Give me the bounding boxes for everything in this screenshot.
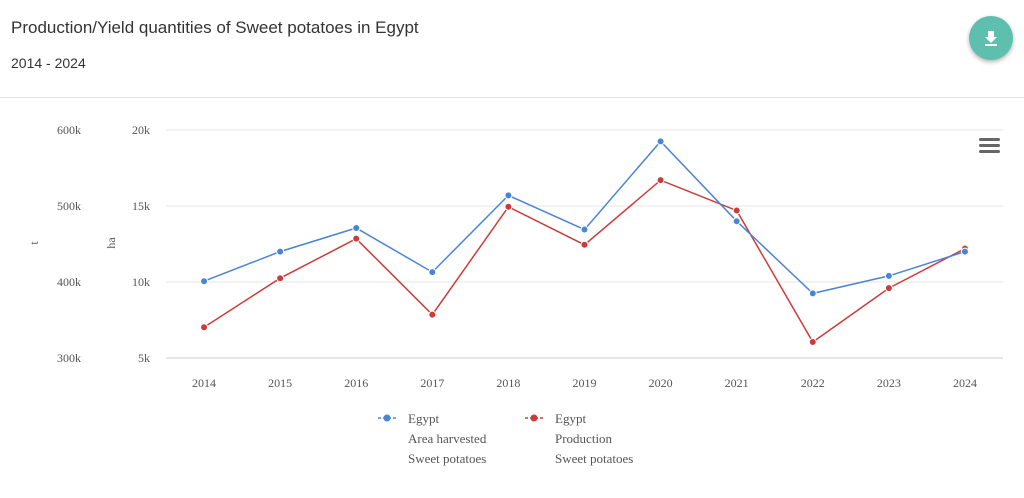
- data-point[interactable]: [200, 323, 209, 332]
- left-axis-ticks: 300k 400k 500k 600k: [57, 123, 81, 365]
- data-point[interactable]: [428, 310, 437, 319]
- x-axis-tick: 2020: [649, 376, 673, 390]
- data-point[interactable]: [884, 271, 893, 280]
- x-axis-tick: 2017: [420, 376, 444, 390]
- data-point[interactable]: [200, 277, 209, 286]
- chart-subtitle: 2014 - 2024: [11, 55, 86, 71]
- data-point[interactable]: [352, 224, 361, 233]
- data-point[interactable]: [732, 217, 741, 226]
- left-axis-tick: 600k: [57, 123, 81, 137]
- left-axis-tick: 400k: [57, 275, 81, 289]
- download-button[interactable]: [969, 16, 1013, 60]
- right-axis-tick: 15k: [132, 199, 150, 213]
- x-axis-tick: 2014: [192, 376, 216, 390]
- legend: Egypt Area harvested Sweet potatoes Egypt Pr…: [378, 411, 633, 466]
- data-point[interactable]: [732, 206, 741, 215]
- data-point[interactable]: [960, 247, 969, 256]
- download-icon: [985, 31, 997, 46]
- data-point[interactable]: [580, 240, 589, 249]
- legend-marker: [383, 414, 391, 422]
- x-axis-tick: 2022: [801, 376, 825, 390]
- series: [200, 137, 969, 347]
- data-point[interactable]: [808, 289, 817, 298]
- data-point[interactable]: [276, 247, 285, 256]
- legend-label: Sweet potatoes: [555, 451, 633, 466]
- data-point[interactable]: [580, 225, 589, 234]
- data-point[interactable]: [504, 191, 513, 200]
- x-axis-tick: 2019: [573, 376, 597, 390]
- data-point[interactable]: [884, 284, 893, 293]
- data-point[interactable]: [504, 202, 513, 211]
- legend-label: Production: [555, 431, 613, 446]
- data-point[interactable]: [656, 137, 665, 146]
- legend-label: Area harvested: [408, 431, 487, 446]
- legend-label: Egypt: [555, 411, 586, 426]
- data-point[interactable]: [428, 268, 437, 277]
- data-point[interactable]: [352, 234, 361, 243]
- chart-header: Production/Yield quantities of Sweet pot…: [0, 0, 1024, 98]
- hamburger-menu-icon[interactable]: [979, 137, 1000, 157]
- x-axis-tick: 2016: [344, 376, 368, 390]
- x-axis-tick: 2015: [268, 376, 292, 390]
- data-point[interactable]: [808, 338, 817, 347]
- data-point[interactable]: [276, 274, 285, 283]
- series-line-ha: [203, 140, 966, 295]
- legend-label: Sweet potatoes: [408, 451, 486, 466]
- legend-label: Egypt: [408, 411, 439, 426]
- right-axis-ticks: 5k 10k 15k 20k: [132, 123, 150, 365]
- right-axis-tick: 10k: [132, 275, 150, 289]
- legend-marker: [530, 414, 538, 422]
- x-axis-tick: 2018: [496, 376, 520, 390]
- right-axis-label: ha: [104, 237, 118, 249]
- x-axis-tick: 2023: [877, 376, 901, 390]
- x-axis-tick: 2024: [953, 376, 977, 390]
- x-axis-tick: 2021: [725, 376, 749, 390]
- x-axis-ticks: 2014 2015 2016 2017 2018 2019 2020 2021 2022 2023…: [192, 376, 977, 390]
- left-axis-tick: 300k: [57, 351, 81, 365]
- data-point[interactable]: [656, 176, 665, 185]
- series-line-t: [203, 179, 966, 344]
- right-axis-tick: 20k: [132, 123, 150, 137]
- legend-item[interactable]: Egypt Area harvested Sweet potatoes: [378, 411, 487, 466]
- right-axis-tick: 5k: [138, 351, 150, 365]
- chart-title: Production/Yield quantities of Sweet pot…: [11, 18, 419, 37]
- legend-item[interactable]: Egypt Production Sweet potatoes: [525, 411, 633, 466]
- left-axis-tick: 500k: [57, 199, 81, 213]
- left-axis-label: t: [27, 241, 41, 245]
